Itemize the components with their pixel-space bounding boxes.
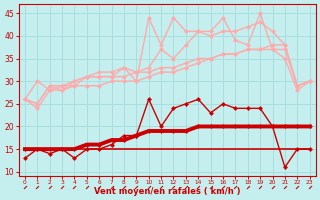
X-axis label: Vent moyen/en rafales ( km/h ): Vent moyen/en rafales ( km/h ) <box>94 187 241 196</box>
